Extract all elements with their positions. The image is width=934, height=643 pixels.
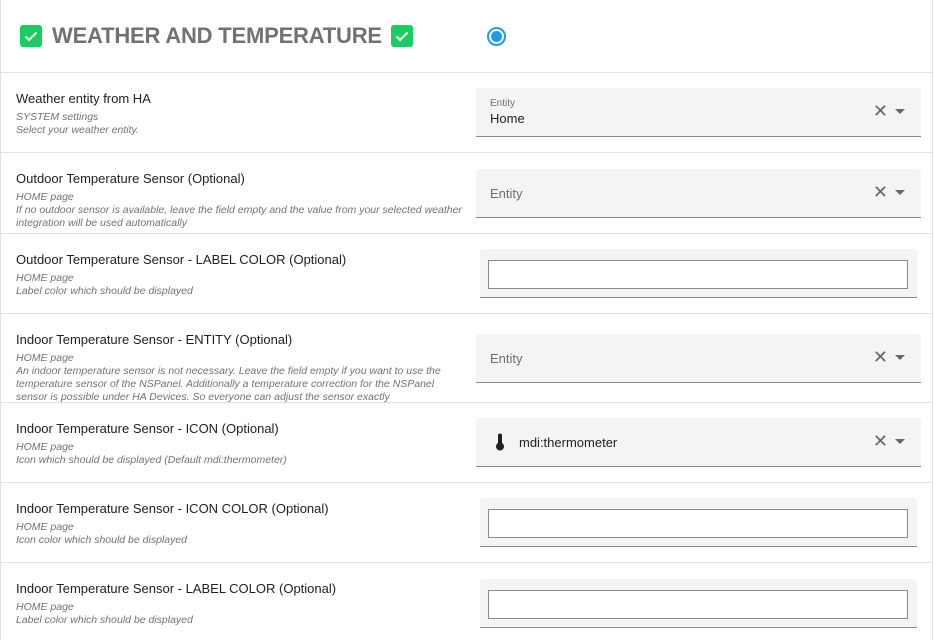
clear-icon[interactable]: ✕: [872, 101, 888, 121]
setting-help: Select your weather entity.: [16, 124, 139, 136]
dropdown-arrow-icon[interactable]: [895, 439, 905, 444]
setting-page: HOME page: [16, 441, 74, 453]
setting-row-outdoor-temp: Outdoor Temperature Sensor (Optional) HOM…: [1, 153, 932, 234]
setting-row-indoor-icon-color: Indoor Temperature Sensor - ICON COLOR (…: [1, 483, 932, 563]
setting-help: Icon color which should be displayed: [16, 534, 188, 546]
setting-label: Outdoor Temperature Sensor (Optional): [16, 171, 245, 186]
weather-entity-picker[interactable]: Entity Home ✕: [476, 88, 921, 137]
setting-page: HOME page: [16, 601, 74, 613]
setting-help: Icon which should be displayed (Default …: [16, 454, 287, 466]
setting-label: Weather entity from HA: [16, 91, 151, 106]
setting-label: Outdoor Temperature Sensor - LABEL COLOR…: [16, 252, 347, 267]
setting-help: An indoor temperature sensor is not nece…: [16, 365, 441, 403]
check-icon: [20, 25, 42, 47]
indoor-icon-picker[interactable]: mdi:thermometer ✕: [476, 418, 921, 467]
setting-row-weather-entity: Weather entity from HA SYSTEM settings Sel…: [1, 73, 932, 153]
indoor-label-color-field: [480, 578, 917, 628]
setting-page: HOME page: [16, 272, 74, 284]
setting-label: Indoor Temperature Sensor - ENTITY (Opti…: [16, 332, 293, 347]
outdoor-label-color-input[interactable]: [488, 260, 908, 289]
setting-row-indoor-entity: Indoor Temperature Sensor - ENTITY (Opti…: [1, 314, 932, 403]
setting-page: HOME page: [16, 521, 74, 533]
setting-help: Label color which should be displayed: [16, 614, 193, 626]
outdoor-temp-entity-picker[interactable]: Entity ✕: [476, 168, 921, 218]
setting-page: HOME page: [16, 352, 74, 364]
setting-description: SYSTEM settings Select your weather entit…: [16, 111, 466, 137]
setting-label: Indoor Temperature Sensor - LABEL COLOR …: [16, 581, 337, 596]
clear-icon[interactable]: ✕: [872, 431, 888, 451]
section-header: WEATHER AND TEMPERATURE: [1, 0, 932, 73]
field-placeholder: Entity: [490, 350, 523, 366]
indoor-label-color-input[interactable]: [488, 589, 908, 619]
setting-description: HOME page Label color which should be dis…: [16, 272, 466, 298]
indoor-icon-color-input[interactable]: [488, 509, 908, 538]
setting-description: HOME page Icon which should be displayed …: [16, 441, 466, 467]
dropdown-arrow-icon[interactable]: [895, 354, 905, 360]
setting-description: HOME page Label color which should be dis…: [16, 601, 466, 627]
section-radio-button[interactable]: [487, 27, 506, 46]
setting-row-indoor-label-color: Indoor Temperature Sensor - LABEL COLOR …: [1, 563, 932, 643]
clear-icon[interactable]: ✕: [872, 181, 888, 202]
outdoor-label-color-field: [480, 249, 917, 298]
thermometer-icon: [496, 433, 504, 451]
setting-label: Indoor Temperature Sensor - ICON (Option…: [16, 421, 279, 436]
setting-page: HOME page: [16, 191, 74, 203]
setting-description: HOME page An indoor temperature sensor is…: [16, 352, 466, 404]
setting-row-outdoor-label-color: Outdoor Temperature Sensor - LABEL COLOR…: [1, 234, 932, 314]
setting-description: HOME page Icon color which should be disp…: [16, 521, 466, 547]
setting-description: HOME page If no outdoor sensor is availab…: [16, 191, 466, 230]
clear-icon[interactable]: ✕: [872, 346, 888, 367]
indoor-icon-color-field: [480, 498, 917, 547]
indoor-temp-entity-picker[interactable]: Entity ✕: [476, 333, 921, 383]
dropdown-arrow-icon[interactable]: [895, 189, 905, 195]
setting-row-indoor-icon: Indoor Temperature Sensor - ICON (Option…: [1, 403, 932, 483]
field-value: Home: [490, 111, 525, 126]
check-icon: [390, 25, 413, 47]
setting-page: SYSTEM settings: [16, 111, 99, 123]
setting-label: Indoor Temperature Sensor - ICON COLOR (…: [16, 501, 329, 516]
setting-help: If no outdoor sensor is available, leave…: [16, 204, 462, 229]
field-value: mdi:thermometer: [519, 435, 618, 450]
field-placeholder: Entity: [490, 185, 523, 201]
field-label: Entity: [490, 98, 516, 109]
dropdown-arrow-icon[interactable]: [895, 109, 905, 114]
section-title: WEATHER AND TEMPERATURE: [52, 23, 382, 48]
setting-help: Label color which should be displayed: [16, 285, 193, 297]
